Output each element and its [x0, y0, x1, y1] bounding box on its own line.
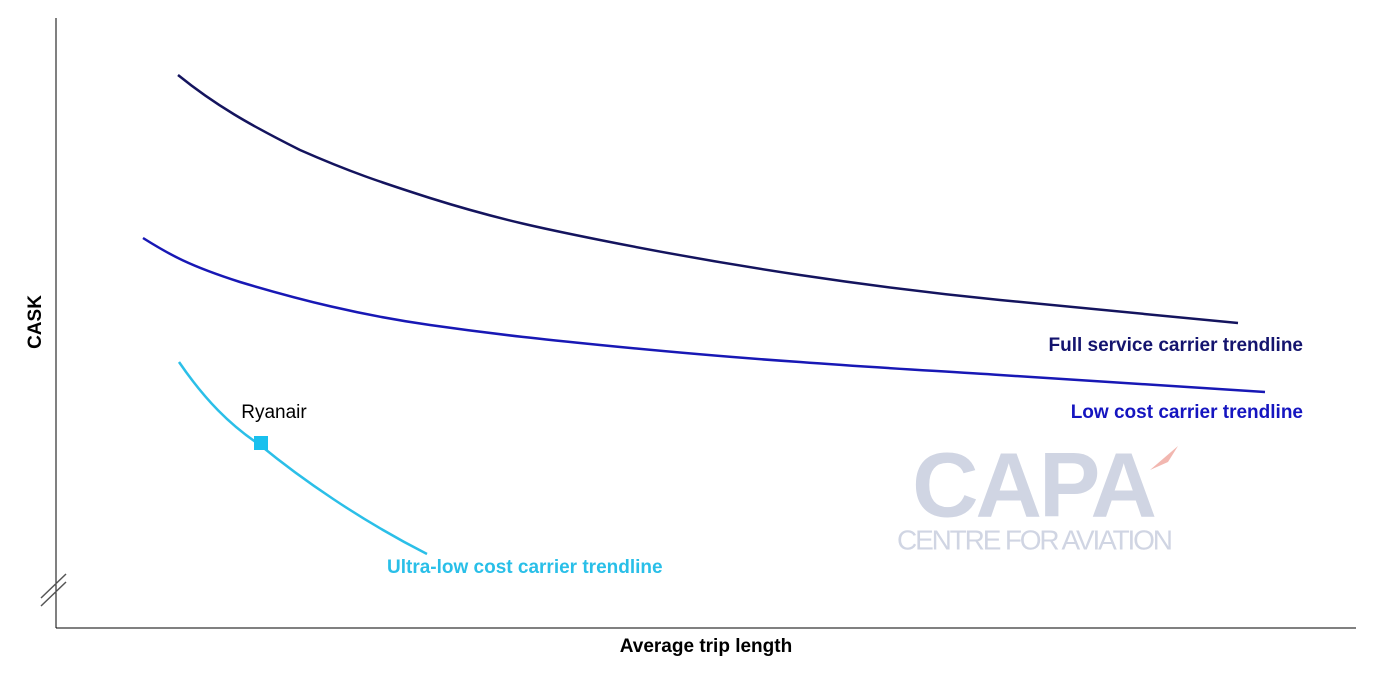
watermark-logo: CAPA — [912, 434, 1155, 536]
watermark-tagline: CENTRE FOR AVIATION — [897, 524, 1173, 555]
axis-break — [40, 581, 67, 607]
low-cost-trendline — [142, 236, 1266, 394]
trendline-label: Ultra-low cost carrier trendline — [387, 557, 663, 578]
watermark-plane — [1150, 446, 1178, 470]
trendline-label: Full service carrier trendline — [1048, 335, 1303, 356]
trendline-label: Low cost carrier trendline — [1071, 402, 1303, 423]
ultra-low-cost-trendline — [177, 361, 428, 556]
y-axis-label: CASK — [25, 295, 46, 349]
point-label: Ryanair — [241, 402, 307, 423]
full-service-trendline — [177, 74, 1239, 325]
axis-break — [40, 573, 67, 599]
x-axis-label: Average trip length — [620, 636, 792, 657]
ryanair-marker — [254, 436, 268, 450]
